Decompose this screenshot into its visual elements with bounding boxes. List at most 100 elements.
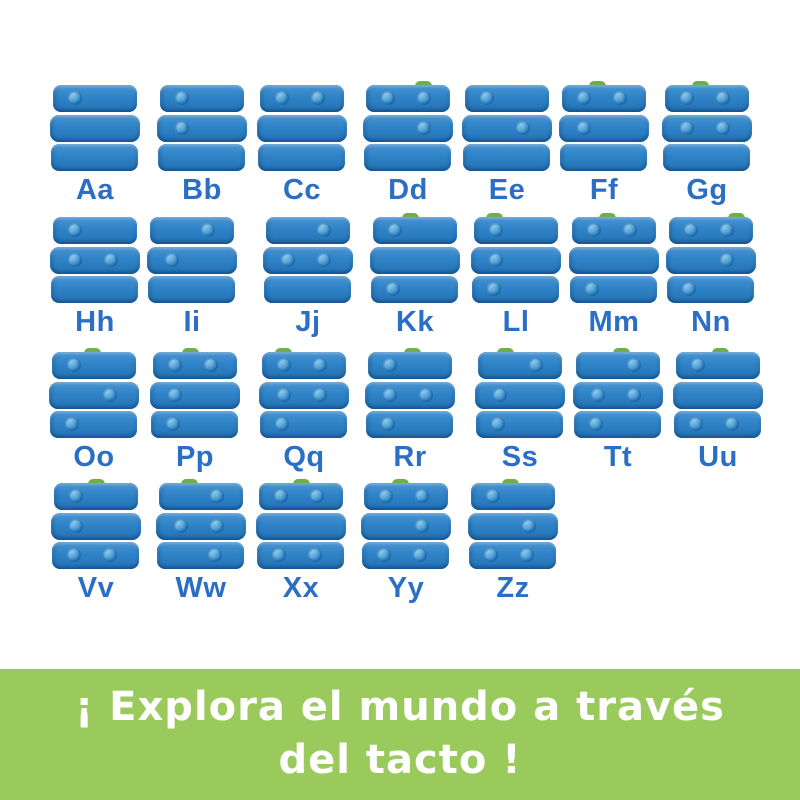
- letter-label: Zz: [496, 572, 530, 604]
- braille-dot: [691, 358, 705, 372]
- letter-unit-Ff: Ff: [559, 81, 649, 207]
- block-bar: [50, 246, 140, 274]
- braille-dot: [175, 91, 189, 105]
- braille-dot: [684, 223, 698, 237]
- braille-dot: [175, 120, 189, 135]
- braille-dot: [489, 252, 503, 267]
- braille-dot: [486, 489, 500, 503]
- letter-unit-Bb: Bb: [157, 85, 247, 207]
- block-bar: [569, 246, 659, 274]
- letter-label: Dd: [388, 174, 428, 206]
- block-bar: [53, 217, 137, 244]
- braille-dot: [388, 223, 402, 237]
- braille-dot: [317, 252, 331, 267]
- block-bar: [665, 85, 749, 112]
- braille-dot: [522, 518, 536, 533]
- block-bar: [662, 114, 752, 142]
- braille-dot: [67, 358, 81, 372]
- block-bar: [676, 352, 760, 379]
- letter-unit-Aa: Aa: [50, 85, 140, 207]
- letter-unit-Gg: Gg: [662, 81, 752, 207]
- letter-label: Ll: [502, 306, 530, 338]
- letter-unit-Ll: Ll: [471, 213, 561, 339]
- letter-unit-Jj: Jj: [263, 217, 353, 339]
- braille-dot: [613, 91, 627, 105]
- braille-dot: [275, 417, 289, 431]
- letter-unit-Uu: Uu: [673, 348, 763, 474]
- letter-unit-Ee: Ee: [462, 85, 552, 207]
- block-bar: [156, 512, 246, 540]
- braille-block-Tt: [573, 348, 663, 438]
- braille-block-Mm: [569, 213, 659, 303]
- braille-dot: [168, 358, 182, 372]
- letter-label: Xx: [282, 572, 320, 604]
- braille-dot: [377, 548, 391, 562]
- braille-dot: [577, 120, 591, 135]
- braille-dot: [317, 223, 331, 237]
- block-bar: [257, 542, 344, 569]
- block-bar: [465, 85, 549, 112]
- block-bar: [147, 246, 237, 274]
- braille-dot: [415, 489, 429, 503]
- letter-unit-Ii: Ii: [147, 217, 237, 339]
- block-bar: [157, 542, 244, 569]
- letter-unit-Hh: Hh: [50, 217, 140, 339]
- braille-dot: [529, 358, 543, 372]
- block-bar: [362, 542, 449, 569]
- block-bar: [673, 381, 763, 409]
- block-bar: [463, 144, 550, 171]
- braille-block-Vv: [51, 479, 141, 569]
- banner-line-1: ¡ Explora el mundo a través: [75, 684, 725, 730]
- braille-dot: [174, 518, 188, 533]
- block-bar: [475, 381, 565, 409]
- braille-block-Ff: [559, 81, 649, 171]
- braille-dot: [311, 91, 325, 105]
- block-bar: [361, 512, 451, 540]
- letter-unit-Ww: Ww: [156, 479, 246, 605]
- block-bar: [160, 85, 244, 112]
- letter-label: Mm: [588, 306, 640, 338]
- braille-dot: [272, 548, 286, 562]
- block-bar: [572, 217, 656, 244]
- braille-dot: [627, 358, 641, 372]
- braille-dot: [208, 548, 222, 562]
- block-bar: [150, 217, 234, 244]
- block-bar: [559, 114, 649, 142]
- braille-block-Rr: [365, 348, 455, 438]
- block-bar: [574, 411, 661, 438]
- block-bar: [573, 381, 663, 409]
- block-bar: [257, 114, 347, 142]
- braille-dot: [69, 518, 83, 533]
- block-bar: [262, 352, 346, 379]
- block-bar: [157, 114, 247, 142]
- letter-unit-Ss: Ss: [475, 348, 565, 474]
- braille-dot: [67, 548, 81, 562]
- braille-dot: [65, 417, 79, 431]
- block-bar: [560, 144, 647, 171]
- letter-label: Ff: [589, 174, 619, 206]
- block-bar: [669, 217, 753, 244]
- letter-unit-Vv: Vv: [51, 479, 141, 605]
- braille-dot: [680, 91, 694, 105]
- braille-dot: [386, 282, 400, 296]
- block-bar: [54, 483, 138, 510]
- block-bar: [363, 114, 453, 142]
- braille-block-Ll: [471, 213, 561, 303]
- braille-dot: [313, 387, 327, 402]
- block-bar: [264, 276, 351, 303]
- braille-dot: [516, 120, 530, 135]
- block-bar: [373, 217, 457, 244]
- block-bar: [469, 542, 556, 569]
- block-bar: [471, 246, 561, 274]
- letter-label: Tt: [603, 441, 633, 473]
- block-bar: [50, 411, 137, 438]
- block-bar: [364, 144, 451, 171]
- block-bar: [53, 85, 137, 112]
- block-bar: [51, 512, 141, 540]
- braille-dot: [277, 358, 291, 372]
- braille-dot: [689, 417, 703, 431]
- block-bar: [150, 381, 240, 409]
- braille-dot: [381, 417, 395, 431]
- block-bar: [366, 411, 453, 438]
- braille-dot: [310, 489, 324, 503]
